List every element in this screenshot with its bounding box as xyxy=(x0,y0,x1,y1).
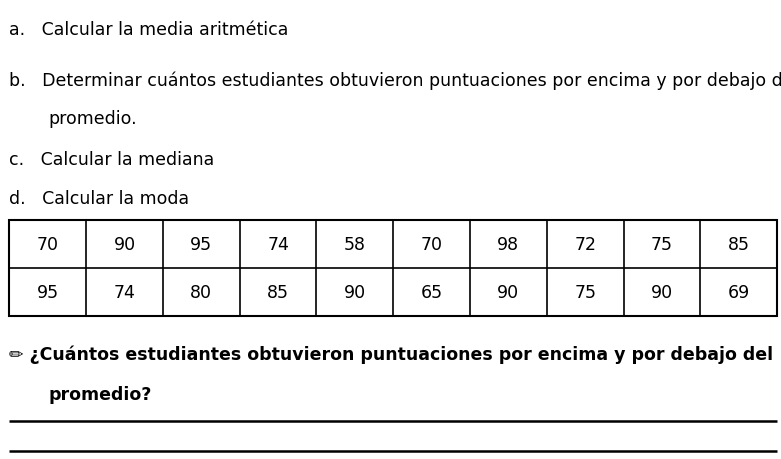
Text: 74: 74 xyxy=(113,284,135,302)
Text: 95: 95 xyxy=(191,235,212,253)
Text: d.   Calcular la moda: d. Calcular la moda xyxy=(9,190,190,207)
Text: 70: 70 xyxy=(421,235,443,253)
Text: 72: 72 xyxy=(574,235,596,253)
Bar xyxy=(9,220,777,317)
Text: 90: 90 xyxy=(113,235,136,253)
Text: 95: 95 xyxy=(37,284,59,302)
Text: 74: 74 xyxy=(267,235,289,253)
Text: 69: 69 xyxy=(728,284,750,302)
Text: 70: 70 xyxy=(37,235,59,253)
Text: ✏ ¿Cuántos estudiantes obtuvieron puntuaciones por encima y por debajo del: ✏ ¿Cuántos estudiantes obtuvieron puntua… xyxy=(9,345,773,364)
Text: 80: 80 xyxy=(191,284,212,302)
Text: 90: 90 xyxy=(344,284,366,302)
Text: 75: 75 xyxy=(574,284,596,302)
Text: 98: 98 xyxy=(497,235,519,253)
Text: 90: 90 xyxy=(497,284,519,302)
Text: 85: 85 xyxy=(728,235,750,253)
Text: 58: 58 xyxy=(344,235,366,253)
Text: c.   Calcular la mediana: c. Calcular la mediana xyxy=(9,151,215,168)
Text: b.   Determinar cuántos estudiantes obtuvieron puntuaciones por encima y por deb: b. Determinar cuántos estudiantes obtuvi… xyxy=(9,71,781,90)
Text: a.   Calcular la media aritmética: a. Calcular la media aritmética xyxy=(9,21,289,39)
Text: promedio.: promedio. xyxy=(48,110,137,128)
Text: promedio?: promedio? xyxy=(48,386,152,403)
Text: 90: 90 xyxy=(651,284,673,302)
Text: 65: 65 xyxy=(420,284,443,302)
Text: 75: 75 xyxy=(651,235,673,253)
Text: 85: 85 xyxy=(267,284,289,302)
